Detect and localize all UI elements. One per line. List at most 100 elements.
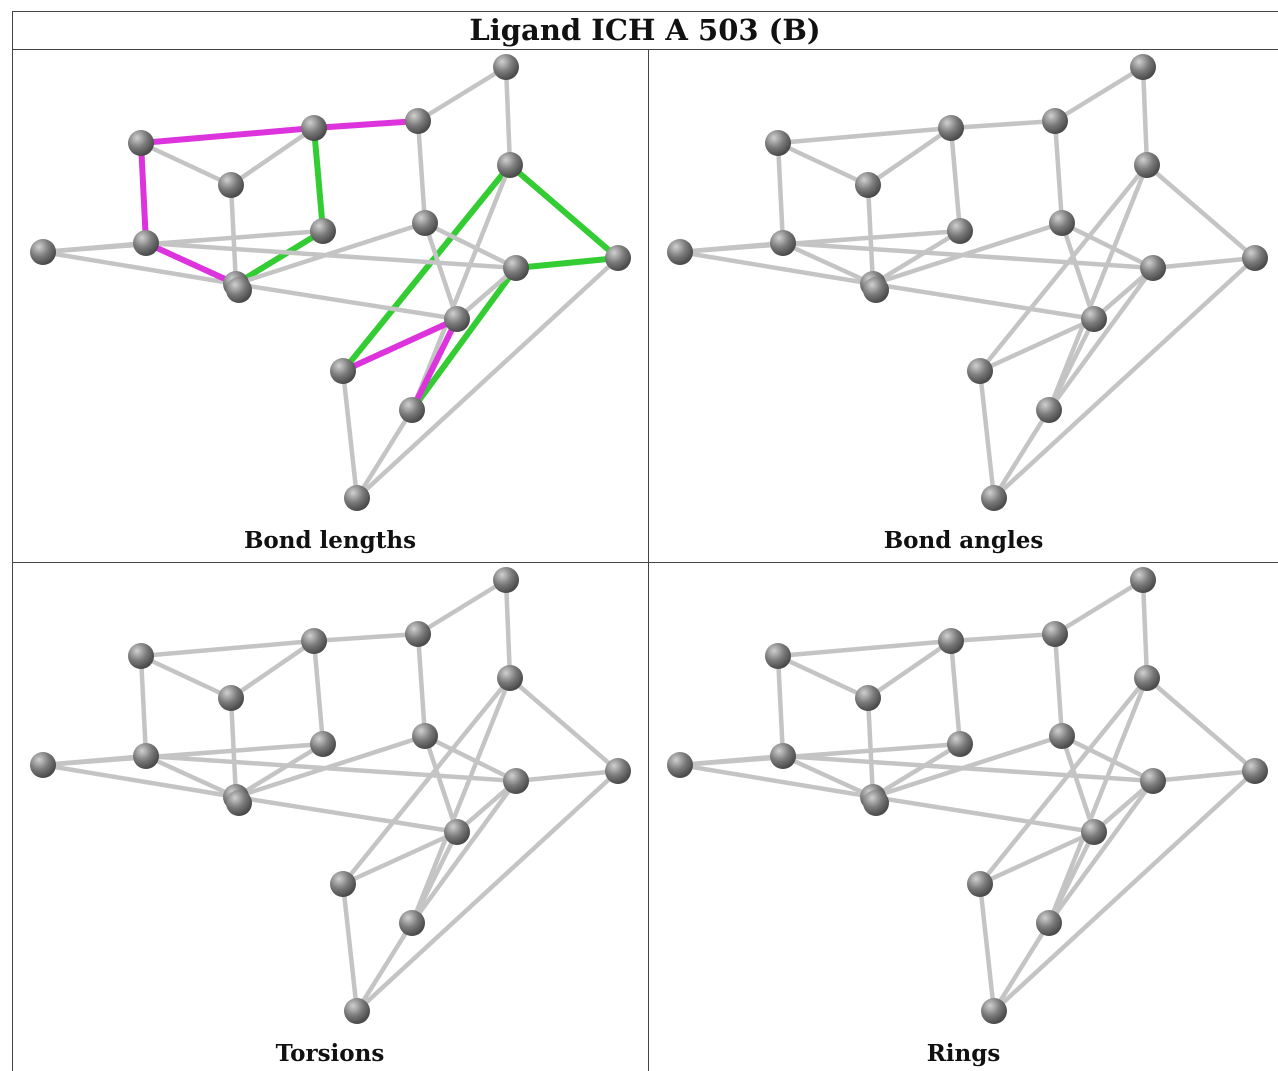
atom (863, 277, 889, 303)
atom (967, 358, 993, 384)
bond (870, 281, 1097, 322)
bond (340, 829, 460, 887)
bond (870, 741, 963, 800)
bond (340, 368, 360, 501)
atom (399, 397, 425, 423)
bond (775, 140, 871, 188)
atom (226, 790, 252, 816)
atom (855, 172, 881, 198)
bond (775, 140, 786, 246)
bond (977, 316, 1097, 374)
atom (344, 485, 370, 511)
bond (1150, 768, 1258, 784)
bond (311, 638, 326, 747)
bond (409, 162, 513, 413)
atom (330, 358, 356, 384)
bond (677, 762, 876, 800)
bond (1059, 733, 1097, 835)
panel-torsions: Torsions (12, 563, 649, 1071)
highlighted-bond (233, 228, 326, 287)
atom (1134, 152, 1160, 178)
bond (409, 778, 519, 926)
bond (354, 768, 621, 1014)
molecule-diagram-torsions (30, 567, 631, 1024)
bond (422, 220, 519, 271)
bond (228, 638, 317, 701)
atom (412, 210, 438, 236)
atom (1140, 255, 1166, 281)
bond (138, 638, 317, 659)
bond (503, 64, 513, 168)
atom (133, 743, 159, 769)
bond (1046, 778, 1156, 926)
highlighted-bond (513, 255, 621, 271)
bond (977, 368, 997, 501)
bond (354, 255, 621, 501)
bond (948, 125, 963, 234)
bond (1144, 675, 1258, 774)
atom (1049, 723, 1075, 749)
atom (497, 665, 523, 691)
atom (605, 758, 631, 784)
molecule-diagram-bond-angles (667, 54, 1268, 511)
bond (311, 631, 421, 644)
highlighted-bond (340, 162, 513, 374)
figure-frame (12, 11, 1278, 1071)
figure-title: Ligand ICH A 503 (B) (12, 11, 1278, 50)
bond (507, 675, 621, 774)
panel-rings: Rings (649, 563, 1278, 1071)
bond (354, 920, 415, 1014)
bond (233, 794, 460, 835)
atom (405, 621, 431, 647)
bond (1046, 675, 1150, 926)
atom (1042, 621, 1068, 647)
atom (503, 255, 529, 281)
bond (1144, 162, 1258, 261)
atom (1036, 397, 1062, 423)
atom (444, 306, 470, 332)
atom (1036, 910, 1062, 936)
bond (865, 695, 876, 800)
atom (1081, 819, 1107, 845)
bond (138, 653, 234, 701)
atom (1134, 665, 1160, 691)
bond (677, 741, 963, 768)
bond (422, 733, 519, 784)
atom (493, 567, 519, 593)
atom (605, 245, 631, 271)
bond (775, 653, 871, 701)
highlighted-bond (507, 162, 621, 261)
atom (667, 239, 693, 265)
highlighted-bond (409, 265, 519, 413)
atom (1242, 758, 1268, 784)
bond (775, 125, 954, 146)
bond (228, 125, 317, 188)
atom (765, 643, 791, 669)
atom (30, 239, 56, 265)
bond (677, 249, 876, 287)
atom (1081, 306, 1107, 332)
bond (138, 653, 149, 759)
bond (415, 631, 428, 739)
highlighted-bond (409, 316, 460, 413)
bond (780, 240, 1156, 271)
bond (138, 140, 234, 188)
bond (948, 631, 1058, 644)
atom (444, 819, 470, 845)
bond (40, 228, 326, 255)
bond (780, 753, 876, 800)
bond (422, 733, 460, 835)
bond (40, 762, 239, 800)
bond (143, 753, 239, 800)
bond (228, 695, 239, 800)
bond (1052, 118, 1065, 226)
bond (865, 182, 876, 287)
highlighted-bond (311, 125, 326, 234)
bond (1059, 220, 1156, 271)
panel-label-torsions: Torsions (275, 1040, 385, 1067)
atom (301, 115, 327, 141)
bond (233, 741, 326, 800)
bond (775, 653, 786, 759)
bond (865, 125, 954, 188)
atom (770, 743, 796, 769)
